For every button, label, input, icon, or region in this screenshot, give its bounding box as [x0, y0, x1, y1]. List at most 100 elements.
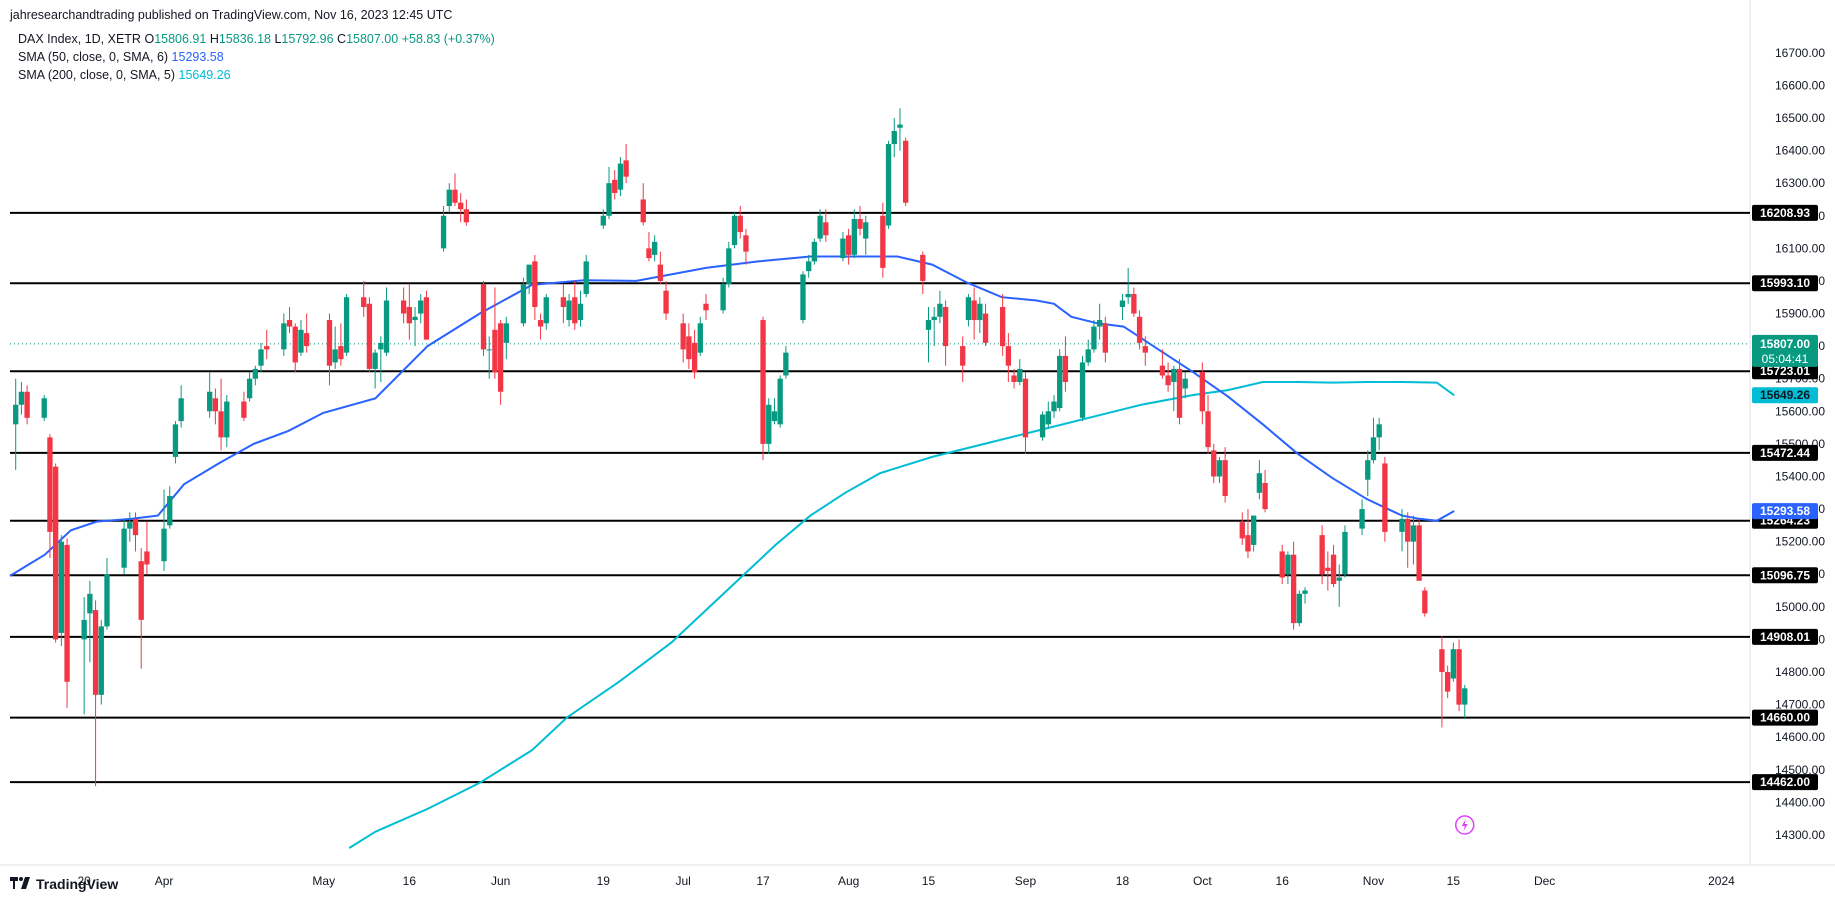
candle-body	[1262, 482, 1268, 510]
candle-body	[606, 183, 612, 216]
level-tag-bg	[1752, 709, 1818, 726]
candle-body	[1296, 593, 1302, 624]
y-tick-label: 15200.00	[1775, 535, 1825, 549]
candle-body	[1444, 672, 1451, 692]
candle-body	[1359, 509, 1365, 529]
level-tag-bg	[1752, 628, 1818, 645]
candle-body	[52, 466, 59, 640]
lightning-icon	[1461, 819, 1468, 831]
candle-body	[1045, 411, 1051, 425]
x-tick-label: Sep	[1015, 874, 1037, 888]
candle-body	[885, 144, 892, 226]
legend-sma50[interactable]: SMA (50, close, 0, SMA, 6) 15293.58	[18, 50, 224, 64]
candle-body	[1125, 293, 1131, 298]
x-tick-label: 15	[922, 874, 936, 888]
candle-body	[1017, 368, 1023, 382]
sma50-line	[9, 255, 1455, 577]
candle-body	[766, 404, 772, 444]
candle-body	[332, 349, 338, 363]
y-tick-label: 16100.00	[1775, 241, 1825, 255]
candle-body	[657, 264, 664, 281]
candle-body	[543, 297, 549, 324]
candle-body	[440, 215, 447, 249]
candle-body	[41, 398, 47, 418]
candle-body	[720, 284, 726, 311]
candle-body	[891, 131, 897, 145]
level-tag: 14908.01	[1760, 630, 1810, 644]
y-tick-label: 14600.00	[1775, 730, 1825, 744]
x-tick-label: 15	[1447, 874, 1461, 888]
candle-body	[1325, 567, 1331, 571]
x-tick-label: Oct	[1193, 874, 1212, 888]
candle-body	[212, 398, 219, 412]
y-tick-label: 16600.00	[1775, 78, 1825, 92]
candle-body	[1199, 372, 1205, 412]
sma200-value: 15649.26	[178, 68, 231, 82]
candle-body	[252, 368, 258, 379]
candle-body	[178, 398, 184, 422]
candle-body	[1211, 450, 1217, 477]
x-tick-label: May	[312, 874, 335, 888]
candle-body	[1450, 649, 1457, 679]
candle-body	[845, 235, 852, 255]
candle-body	[520, 284, 527, 324]
sma200-tag: 15649.26	[1760, 388, 1810, 402]
level-tag-bg	[1752, 275, 1818, 292]
candle-body	[303, 333, 310, 347]
legend-change: +58.83 (+0.37%)	[401, 32, 495, 46]
last-price-tag: 15807.00	[1760, 337, 1810, 351]
level-tag: 14660.00	[1760, 711, 1810, 725]
tradingview-logo-icon	[10, 876, 32, 892]
candle-body	[982, 313, 989, 343]
candle-body	[98, 626, 104, 695]
candle-body	[572, 297, 578, 324]
legend-low-label: L	[274, 32, 282, 46]
candle-body	[1119, 300, 1126, 308]
candle-body	[783, 352, 789, 376]
candle-body	[463, 209, 470, 223]
candle-body	[937, 303, 943, 317]
candle-body	[600, 215, 606, 226]
candle-body	[1096, 320, 1103, 327]
tradingview-footer[interactable]: TradingView	[10, 876, 118, 892]
candle-body	[1062, 355, 1069, 382]
candle-body	[1085, 349, 1091, 363]
candle-body	[1342, 531, 1348, 575]
legend-close-label: C	[337, 32, 347, 46]
candle-body	[817, 215, 823, 239]
candle-body	[366, 303, 373, 369]
level-tag: 15723.01	[1760, 364, 1810, 378]
candle-body	[480, 284, 487, 350]
candle-body	[680, 323, 686, 350]
candle-body	[731, 215, 738, 246]
candle-body	[1005, 346, 1012, 366]
candle-body	[1176, 368, 1183, 418]
level-tag: 15472.44	[1760, 446, 1810, 460]
candle-body	[1091, 326, 1097, 350]
candle-body	[691, 342, 698, 373]
candle-body	[977, 303, 983, 321]
candle-body	[1439, 649, 1445, 673]
candle-body	[863, 222, 869, 239]
candle-body	[1171, 368, 1177, 382]
x-tick-label: Aug	[838, 874, 859, 888]
candle-body	[412, 316, 418, 321]
x-tick-label: 2024	[1708, 874, 1735, 888]
candle-body	[537, 320, 544, 327]
candle-body	[1376, 424, 1382, 438]
y-tick-label: 14400.00	[1775, 795, 1825, 809]
candle-body	[292, 326, 298, 363]
legend-sma200[interactable]: SMA (200, close, 0, SMA, 5) 15649.26	[18, 68, 231, 82]
y-tick-label: 15400.00	[1775, 469, 1825, 483]
candle-body	[920, 254, 926, 281]
candle-body	[743, 235, 749, 252]
candle-body	[47, 437, 53, 532]
candle-body	[241, 401, 247, 418]
x-tick-label: Apr	[155, 874, 174, 888]
publisher-line: jahresearchandtrading published on Tradi…	[10, 8, 453, 22]
candle-body	[1302, 590, 1308, 594]
candle-body	[144, 551, 150, 565]
sma50-tag-bg	[1752, 503, 1818, 520]
y-tick-label: 14300.00	[1775, 828, 1825, 842]
